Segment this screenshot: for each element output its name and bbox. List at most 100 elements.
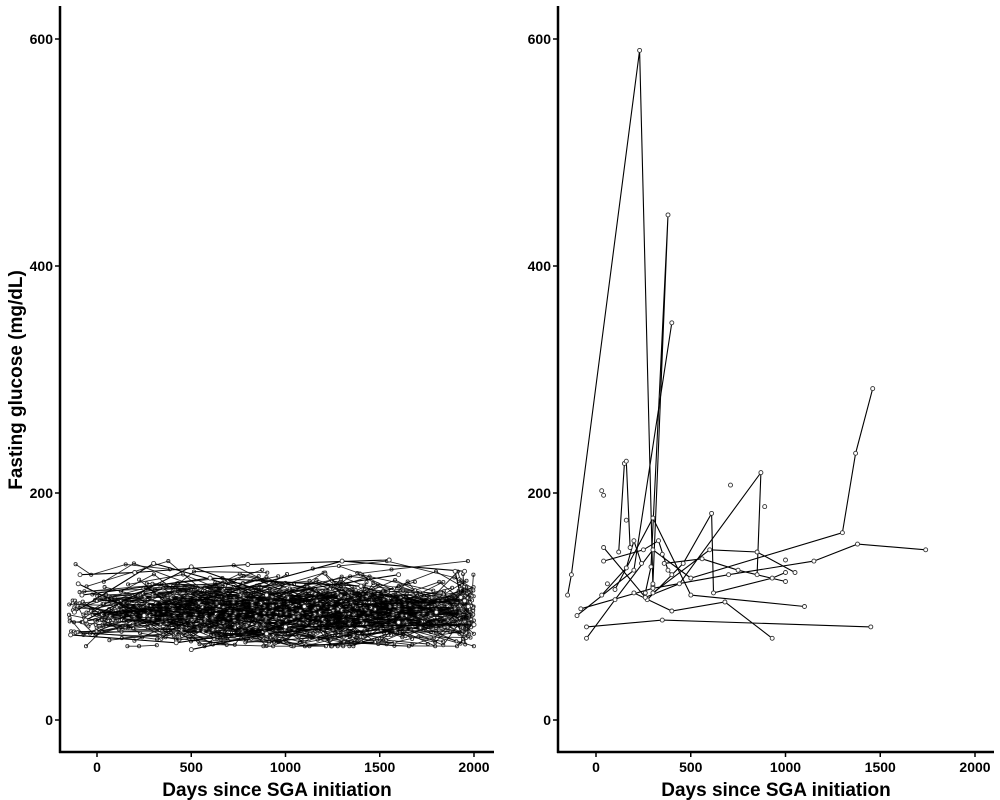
data-point: [462, 598, 468, 604]
y-tick-label: 400: [528, 258, 552, 274]
x-tick-label: 1500: [364, 759, 395, 775]
left-x-ticks: 0 500 1000 1500 2000: [93, 752, 490, 775]
data-point: [465, 604, 471, 609]
trajectory-line: [265, 582, 367, 615]
panel-right: 0 200 400 600 0 500 1000 1500 2000 Days since S…: [528, 6, 994, 800]
data-point: [565, 592, 571, 598]
data-point: [601, 558, 607, 564]
data-point: [669, 320, 675, 326]
isolated-data-point: [762, 504, 768, 510]
data-point: [141, 613, 147, 619]
data-point: [735, 567, 741, 573]
trajectory-line: [143, 575, 279, 589]
trajectory-line: [219, 579, 389, 630]
data-point: [688, 575, 694, 581]
data-point: [855, 541, 860, 547]
data-point: [75, 581, 81, 587]
isolated-data-point: [599, 488, 605, 494]
y-tick-label: 400: [30, 258, 54, 274]
data-point: [656, 538, 661, 544]
trajectory-line: [312, 560, 474, 589]
isolated-data-point: [623, 517, 629, 523]
data-point: [132, 570, 138, 575]
trajectory-line: [212, 610, 364, 647]
data-point: [639, 560, 644, 566]
trajectory-line-8: [614, 516, 805, 608]
x-tick-label: 2000: [959, 759, 990, 775]
trajectory-line-9: [633, 592, 773, 639]
trajectory-line: [256, 612, 287, 617]
data-point: [709, 510, 715, 516]
isolated-data-point: [604, 581, 610, 587]
data-point: [264, 631, 270, 637]
data-point: [650, 581, 656, 587]
left-x-axis-title: Days since SGA initiation: [162, 780, 391, 800]
panel-left: 0 200 400 600 0 500 1000 1500 2000 Days since S…: [6, 6, 494, 800]
data-point: [754, 572, 760, 578]
data-point: [601, 545, 607, 550]
data-point: [669, 572, 675, 578]
data-point: [616, 549, 622, 555]
trajectory-line: [199, 569, 263, 591]
data-point: [452, 568, 458, 574]
data-point: [650, 515, 656, 521]
trajectory-line: [214, 629, 354, 640]
right-x-axis-title: Days since SGA initiation: [661, 780, 890, 800]
trajectory-line-3: [586, 388, 874, 639]
data-point: [640, 547, 646, 553]
data-point: [754, 549, 760, 555]
data-point: [458, 594, 464, 600]
data-point: [722, 599, 728, 605]
data-point: [584, 635, 589, 641]
isolated-data-point: [601, 492, 607, 498]
data-point: [68, 632, 74, 638]
data-point: [650, 547, 656, 553]
data-point: [711, 590, 716, 596]
trajectory-line: [196, 595, 341, 615]
isolated-data-point: [783, 557, 788, 563]
right-y-ticks: 0 200 400 600: [528, 31, 558, 728]
data-point: [462, 568, 468, 574]
right-trajectories: [567, 50, 926, 639]
data-point: [726, 572, 732, 578]
data-point: [77, 572, 83, 578]
trajectory-line: [75, 632, 160, 638]
trajectory-line: [339, 606, 423, 623]
trajectory-line: [68, 614, 134, 629]
trajectory-line: [132, 595, 213, 631]
data-point: [631, 567, 637, 573]
data-point: [769, 635, 775, 641]
data-point: [264, 592, 270, 598]
data-point: [173, 640, 179, 646]
x-tick-label: 500: [679, 759, 703, 775]
trajectory-line: [319, 596, 466, 614]
data-point: [454, 639, 459, 644]
left-y-axis-title: Fasting glucose (mg/dL): [6, 270, 27, 490]
data-point: [412, 588, 418, 593]
data-point: [301, 604, 307, 609]
trajectory-line-4: [618, 459, 631, 553]
trajectory-line-0: [567, 50, 654, 596]
data-point: [574, 613, 580, 619]
data-point: [433, 609, 439, 615]
x-tick-label: 0: [592, 759, 600, 775]
data-point: [665, 567, 671, 573]
data-point: [839, 530, 845, 536]
trajectory-line-3: [70, 624, 475, 644]
data-point: [642, 594, 648, 600]
data-point: [669, 608, 675, 614]
y-tick-label: 0: [45, 712, 53, 728]
data-point: [612, 587, 618, 592]
trajectory-line: [356, 590, 468, 623]
data-point: [339, 558, 345, 564]
data-point: [584, 624, 589, 630]
x-tick-label: 1000: [270, 759, 301, 775]
trajectory-line: [149, 592, 338, 617]
left-y-ticks: 0 200 400 600: [30, 31, 60, 728]
data-point: [188, 564, 194, 570]
x-tick-label: 2000: [458, 759, 489, 775]
data-point: [699, 556, 705, 562]
data-point: [599, 592, 605, 598]
data-point: [853, 450, 859, 456]
data-point: [386, 557, 392, 563]
